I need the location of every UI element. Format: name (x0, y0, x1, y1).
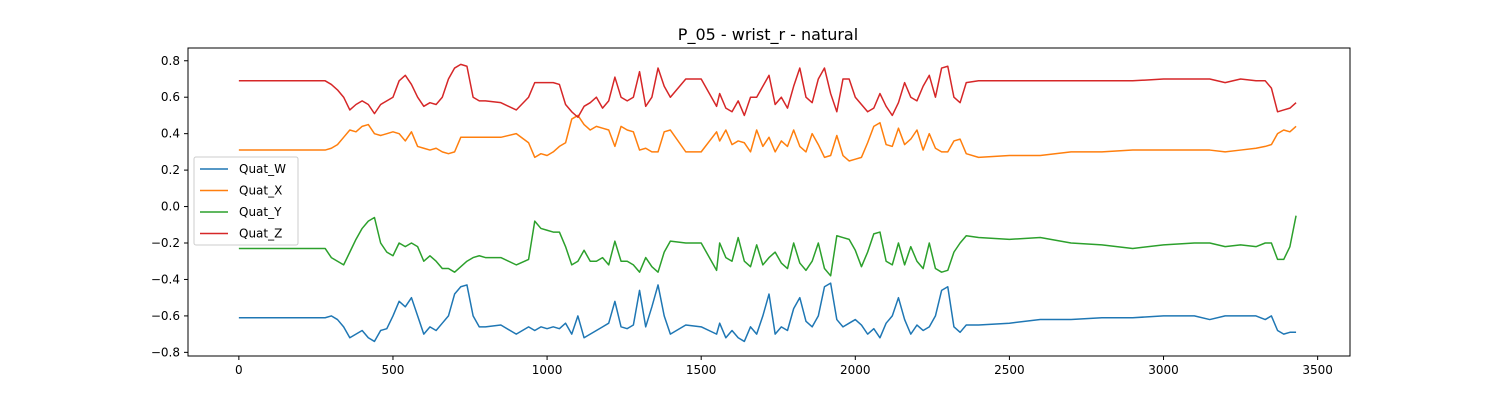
legend-box (193, 156, 299, 246)
series-line-quat-y (238, 215, 1297, 277)
chart-title: P_05 - wrist_r - natural (678, 25, 858, 45)
x-tick-label: 1000 (532, 363, 563, 377)
x-tick-label: 2000 (840, 363, 871, 377)
series-line-quat-w (238, 282, 1297, 343)
plot-area-frame (187, 47, 1351, 357)
x-tick-label: 3500 (1302, 363, 1333, 377)
legend: Quat_W Quat_X Quat_Y Quat_Z (193, 156, 299, 246)
x-tick-label: 2500 (994, 363, 1025, 377)
x-tick-label: 1500 (686, 363, 717, 377)
y-tick-label: 0.4 (161, 127, 180, 141)
series-layer (238, 63, 1297, 343)
legend-label-quat-y: Quat_Y (239, 205, 282, 219)
y-tick-label: 0.8 (161, 54, 180, 68)
x-tick-label: 500 (382, 363, 405, 377)
y-tick-label: −0.2 (151, 236, 180, 250)
x-tick-label: 3000 (1148, 363, 1179, 377)
x-axis: 0 500 1000 1500 2000 2500 3000 3500 (235, 356, 1333, 377)
y-tick-label: 0.6 (161, 90, 180, 104)
y-tick-label: −0.4 (151, 272, 180, 286)
legend-label-quat-z: Quat_Z (239, 227, 282, 241)
y-axis: −0.8 −0.6 −0.4 −0.2 0.0 0.2 0.4 0.6 0.8 (151, 54, 188, 359)
y-tick-label: −0.8 (151, 345, 180, 359)
legend-label-quat-w: Quat_W (239, 162, 286, 176)
y-tick-label: 0.2 (161, 163, 180, 177)
series-line-quat-x (238, 114, 1297, 162)
legend-label-quat-x: Quat_X (239, 184, 282, 198)
y-tick-label: 0.0 (161, 200, 180, 214)
x-tick-label: 0 (235, 363, 243, 377)
y-tick-label: −0.6 (151, 309, 180, 323)
series-line-quat-z (238, 63, 1297, 118)
